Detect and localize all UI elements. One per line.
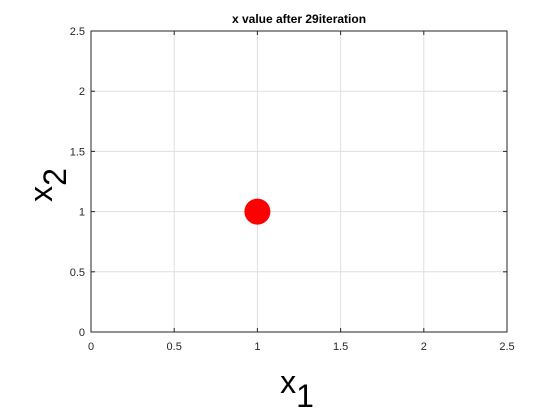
x-axis-label-base: x [280,364,296,400]
data-point-0 [244,198,271,225]
tick-labels: 0 0.5 1 1.5 2 2.5 0 0.5 1 1.5 2 2.5 [70,26,515,353]
y-tick-label-4: 2 [79,86,85,98]
x-axis-label: x1 [280,364,314,414]
x-axis-label-subscript: 1 [296,378,314,414]
x-tick-label-1: 0.5 [167,341,182,353]
grid-lines [90,30,508,333]
data-points [244,198,271,225]
y-tick-label-5: 2.5 [70,26,85,38]
y-axis-label-base: x [23,186,59,202]
y-tick-label-3: 1.5 [70,146,85,158]
y-axis-label-subscript: 2 [37,168,73,186]
y-axis-label: x2 [23,168,73,202]
x-tick-label-4: 2 [421,341,427,353]
axes [90,30,508,333]
y-tick-label-2: 1 [79,207,85,219]
tick-marks [90,30,508,333]
x-tick-label-2: 1 [254,341,260,353]
plot-area [91,31,507,332]
chart-title: x value after 29iteration [232,12,366,26]
x-tick-label-3: 1.5 [333,341,348,353]
y-tick-label-1: 0.5 [70,267,85,279]
x-tick-label-0: 0 [88,341,94,353]
y-tick-label-0: 0 [79,327,85,339]
axes-box [90,30,508,333]
x-tick-label-5: 2.5 [499,341,514,353]
